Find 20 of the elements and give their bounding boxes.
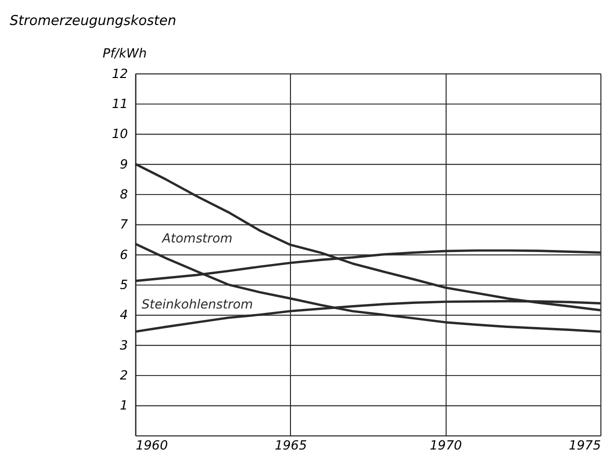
y-tick-label: 3	[120, 337, 128, 352]
chart-title: Stromerzeugungskosten	[10, 12, 176, 29]
x-tick-label: 1975	[568, 438, 601, 453]
y-tick-label: 1	[120, 398, 128, 413]
y-tick-label: 8	[120, 186, 128, 202]
y-tick-label: 2	[120, 367, 128, 382]
series-label: Atomstrom	[161, 230, 232, 246]
y-tick-label: 12	[112, 66, 128, 81]
y-axis-title: Pf/kWh	[102, 45, 147, 60]
y-tick-label: 4	[120, 307, 128, 322]
y-tick-label: 5	[120, 276, 128, 292]
y-tick-label: 7	[120, 216, 128, 232]
x-tick-label: 1960	[136, 438, 168, 453]
y-tick-label: 6	[120, 246, 128, 262]
y-tick-label: 11	[112, 96, 128, 111]
x-tick-label: 1970	[430, 438, 462, 453]
x-tick-label: 1965	[274, 438, 307, 453]
y-tick-label: 9	[120, 156, 128, 172]
y-tick-label: 10	[112, 126, 128, 142]
series-label: Steinkohlenstrom	[142, 296, 253, 312]
